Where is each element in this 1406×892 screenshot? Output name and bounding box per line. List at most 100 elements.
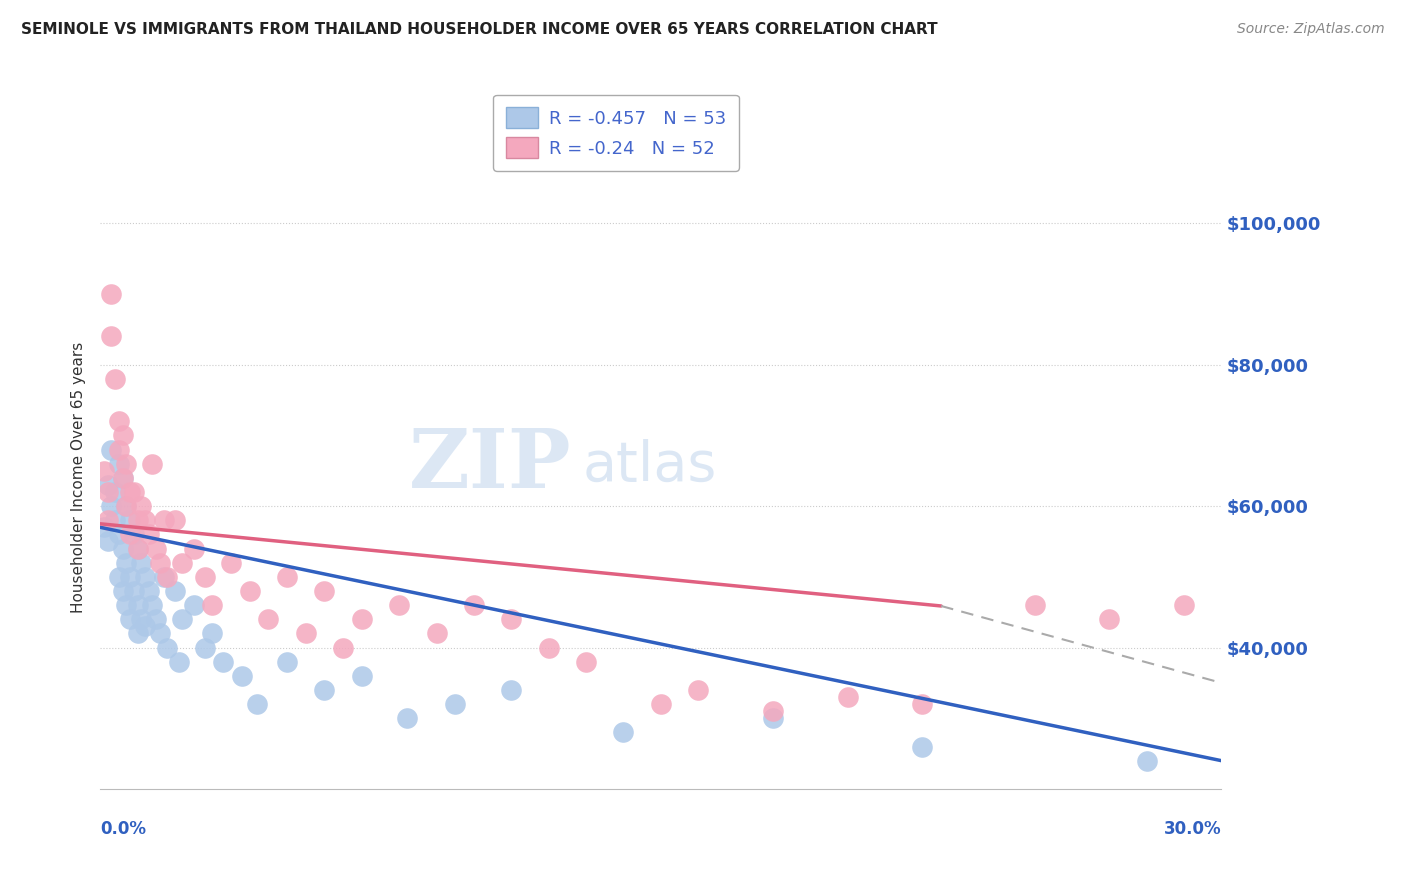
Point: [111, 471, 134, 485]
Point: [172, 612, 194, 626]
Point: [127, 598, 149, 612]
Point: [100, 442, 122, 457]
Point: [395, 711, 418, 725]
Y-axis label: Householder Income Over 65 years: Householder Income Over 65 years: [72, 343, 86, 614]
Point: [314, 584, 336, 599]
Point: [149, 626, 172, 640]
Point: [201, 626, 224, 640]
Point: [122, 485, 145, 500]
Point: [145, 612, 167, 626]
Point: [650, 697, 672, 711]
Point: [156, 640, 179, 655]
Point: [134, 570, 156, 584]
Point: [141, 457, 163, 471]
Point: [537, 640, 560, 655]
Point: [111, 471, 134, 485]
Point: [97, 513, 120, 527]
Point: [134, 513, 156, 527]
Point: [294, 626, 316, 640]
Point: [138, 527, 160, 541]
Point: [100, 287, 122, 301]
Point: [425, 626, 447, 640]
Point: [104, 485, 127, 500]
Point: [163, 584, 186, 599]
Point: [762, 711, 785, 725]
Point: [149, 556, 172, 570]
Text: SEMINOLE VS IMMIGRANTS FROM THAILAND HOUSEHOLDER INCOME OVER 65 YEARS CORRELATIO: SEMINOLE VS IMMIGRANTS FROM THAILAND HOU…: [21, 22, 938, 37]
Point: [108, 527, 131, 541]
Point: [194, 640, 217, 655]
Point: [122, 584, 145, 599]
Point: [115, 598, 138, 612]
Point: [501, 612, 523, 626]
Point: [145, 541, 167, 556]
Point: [129, 556, 152, 570]
Point: [118, 485, 141, 500]
Point: [127, 541, 149, 556]
Text: 0.0%: 0.0%: [100, 820, 146, 838]
Text: ZIP: ZIP: [409, 425, 571, 506]
Point: [111, 584, 134, 599]
Point: [129, 612, 152, 626]
Point: [314, 683, 336, 698]
Point: [1136, 754, 1159, 768]
Text: Source: ZipAtlas.com: Source: ZipAtlas.com: [1237, 22, 1385, 37]
Point: [127, 626, 149, 640]
Point: [332, 640, 354, 655]
Point: [129, 499, 152, 513]
Point: [127, 541, 149, 556]
Point: [115, 457, 138, 471]
Point: [152, 513, 174, 527]
Point: [108, 414, 131, 428]
Point: [138, 584, 160, 599]
Point: [1173, 598, 1195, 612]
Text: 30.0%: 30.0%: [1164, 820, 1222, 838]
Point: [118, 513, 141, 527]
Point: [212, 655, 235, 669]
Point: [118, 570, 141, 584]
Point: [911, 697, 934, 711]
Point: [612, 725, 634, 739]
Point: [104, 372, 127, 386]
Point: [127, 513, 149, 527]
Text: atlas: atlas: [582, 438, 717, 492]
Point: [257, 612, 280, 626]
Point: [276, 655, 298, 669]
Point: [122, 527, 145, 541]
Point: [163, 513, 186, 527]
Point: [152, 570, 174, 584]
Point: [463, 598, 485, 612]
Point: [167, 655, 190, 669]
Point: [97, 478, 120, 492]
Point: [688, 683, 710, 698]
Point: [350, 669, 373, 683]
Point: [501, 683, 523, 698]
Point: [246, 697, 269, 711]
Point: [108, 570, 131, 584]
Point: [134, 619, 156, 633]
Point: [118, 527, 141, 541]
Point: [111, 428, 134, 442]
Point: [350, 612, 373, 626]
Point: [231, 669, 253, 683]
Point: [108, 442, 131, 457]
Legend: R = -0.457   N = 53, R = -0.24   N = 52: R = -0.457 N = 53, R = -0.24 N = 52: [494, 95, 740, 170]
Point: [388, 598, 411, 612]
Point: [762, 704, 785, 718]
Point: [118, 612, 141, 626]
Point: [575, 655, 598, 669]
Point: [115, 499, 138, 513]
Point: [104, 513, 127, 527]
Point: [219, 556, 242, 570]
Point: [911, 739, 934, 754]
Point: [93, 520, 115, 534]
Point: [444, 697, 467, 711]
Point: [93, 464, 115, 478]
Point: [108, 457, 131, 471]
Point: [97, 534, 120, 549]
Point: [141, 598, 163, 612]
Point: [115, 499, 138, 513]
Point: [97, 485, 120, 500]
Point: [1024, 598, 1046, 612]
Point: [183, 598, 205, 612]
